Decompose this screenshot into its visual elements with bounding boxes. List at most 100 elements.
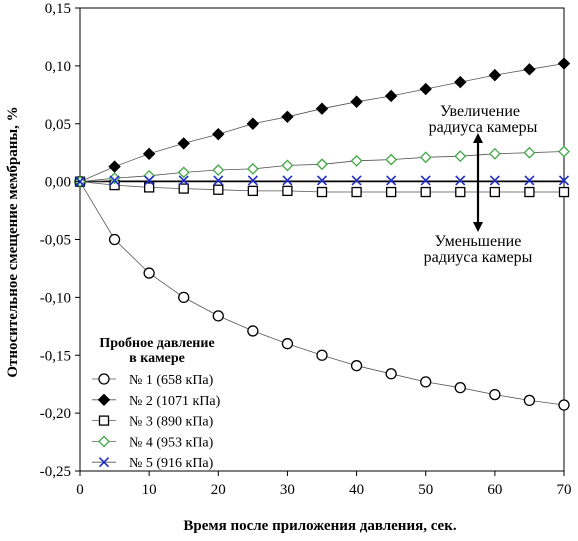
series-4-point [350, 154, 363, 167]
legend-marker-4 [98, 435, 110, 448]
series-5-point [178, 175, 189, 186]
legend-marker-2 [97, 393, 111, 407]
series-3-point [282, 185, 293, 197]
series-5-point [420, 175, 431, 186]
x-tick-label: 30 [280, 482, 295, 498]
y-tick-label: 0,00 [45, 175, 71, 191]
series-3-point [420, 186, 431, 198]
y-tick-label: 0,15 [45, 1, 71, 17]
series-2-point [523, 63, 536, 76]
series-5-point [144, 175, 155, 186]
y-tick-label: -0,05 [40, 233, 71, 249]
series-3-point [455, 186, 466, 198]
x-tick-label: 60 [487, 482, 502, 498]
series-2-point [350, 95, 363, 108]
series-5-point [247, 175, 258, 186]
y-tick-label: 0,10 [45, 59, 71, 75]
series-3-point [489, 186, 501, 198]
annotation-decrease-text: радиуса камеры [424, 249, 533, 266]
series-2-point [454, 75, 467, 89]
annotation-increase-text: Увеличение [440, 103, 520, 120]
legend-marker-1 [98, 373, 110, 385]
series-1-point [108, 233, 121, 246]
series-3-point [385, 186, 397, 198]
series-1-trend-line [79, 181, 565, 406]
legend-entry-5: № 5 (916 кПа) [129, 456, 214, 471]
legend-entry-3: № 3 (890 кПа) [129, 415, 214, 430]
series-1-point [178, 291, 190, 304]
series-1-point [316, 349, 328, 361]
series-1-point [454, 382, 466, 394]
legend-marker-5 [98, 457, 110, 468]
series-3-point [316, 186, 328, 198]
series-4-point [316, 158, 328, 171]
series-3-point [558, 186, 570, 198]
series-5-point [109, 175, 120, 186]
annotation-decrease-text: Уменьшение [435, 233, 522, 250]
arrow-down-icon [473, 222, 483, 232]
series-5-point [351, 175, 362, 186]
series-2-point [281, 110, 294, 124]
annotation-increase-text: радиуса камеры [429, 119, 538, 136]
series-4-point [558, 145, 570, 158]
y-tick-label: -0,25 [40, 464, 71, 480]
series-4-point [385, 153, 398, 166]
series-2-point [177, 137, 190, 150]
x-tick-label: 40 [349, 482, 364, 498]
legend-entry-2: № 2 (1071 кПа) [129, 394, 221, 409]
series-4-point [419, 151, 432, 164]
legend-entry-4: № 4 (953 кПа) [129, 435, 214, 450]
y-tick-label: -0,10 [40, 290, 71, 306]
series-2-point [384, 89, 398, 103]
series-5-point [386, 175, 397, 186]
series-1-point [281, 338, 294, 350]
series-5-point [524, 175, 535, 186]
series-2-point [212, 127, 225, 141]
x-tick-label: 50 [418, 482, 433, 498]
legend-marker-3 [98, 415, 110, 426]
series-1-point [143, 267, 155, 279]
series-1-point [247, 325, 259, 337]
series-5-point [213, 175, 224, 186]
arrow-up-icon [473, 133, 483, 143]
y-axis-title: Относительное смещение мембраны, % [5, 106, 21, 377]
series-3-point [143, 182, 155, 193]
legend-title: в камере [129, 351, 185, 366]
series-4-point [246, 162, 259, 175]
series-4-point [523, 146, 536, 159]
series-4-point [281, 159, 294, 172]
y-tick-label: -0,15 [40, 348, 71, 364]
series-1-point [385, 368, 397, 380]
series-2-point [488, 68, 502, 82]
x-tick-label: 10 [142, 482, 157, 498]
x-tick-label: 0 [76, 482, 84, 498]
series-3-point [247, 185, 259, 197]
series-4-point [177, 166, 190, 179]
series-1-point [420, 376, 432, 388]
series-2-point [246, 117, 260, 130]
series-5-point [489, 175, 500, 186]
series-1-point [212, 310, 224, 322]
series-2-point [142, 147, 156, 161]
series-4-point [212, 164, 225, 176]
series-1-point [489, 388, 501, 401]
series-5-point [316, 175, 328, 186]
x-axis-title: Время после приложения давления, сек. [183, 518, 456, 534]
series-3-point [524, 186, 535, 198]
series-4-point [488, 147, 501, 160]
y-tick-label: -0,20 [40, 406, 71, 422]
series-2-point [108, 160, 121, 173]
x-tick-label: 70 [557, 482, 572, 498]
series-1-point [350, 360, 363, 372]
x-tick-label: 20 [211, 482, 226, 498]
series-2-point [557, 57, 571, 70]
series-4-point [454, 150, 467, 163]
y-tick-label: 0,05 [45, 117, 71, 133]
legend-entry-1: № 1 (658 кПа) [129, 373, 214, 388]
series-5-point [558, 175, 570, 186]
series-2-point [315, 102, 329, 115]
legend-title: Пробное давление [99, 336, 214, 351]
series-1-point [523, 394, 536, 407]
series-2-point [419, 82, 432, 96]
